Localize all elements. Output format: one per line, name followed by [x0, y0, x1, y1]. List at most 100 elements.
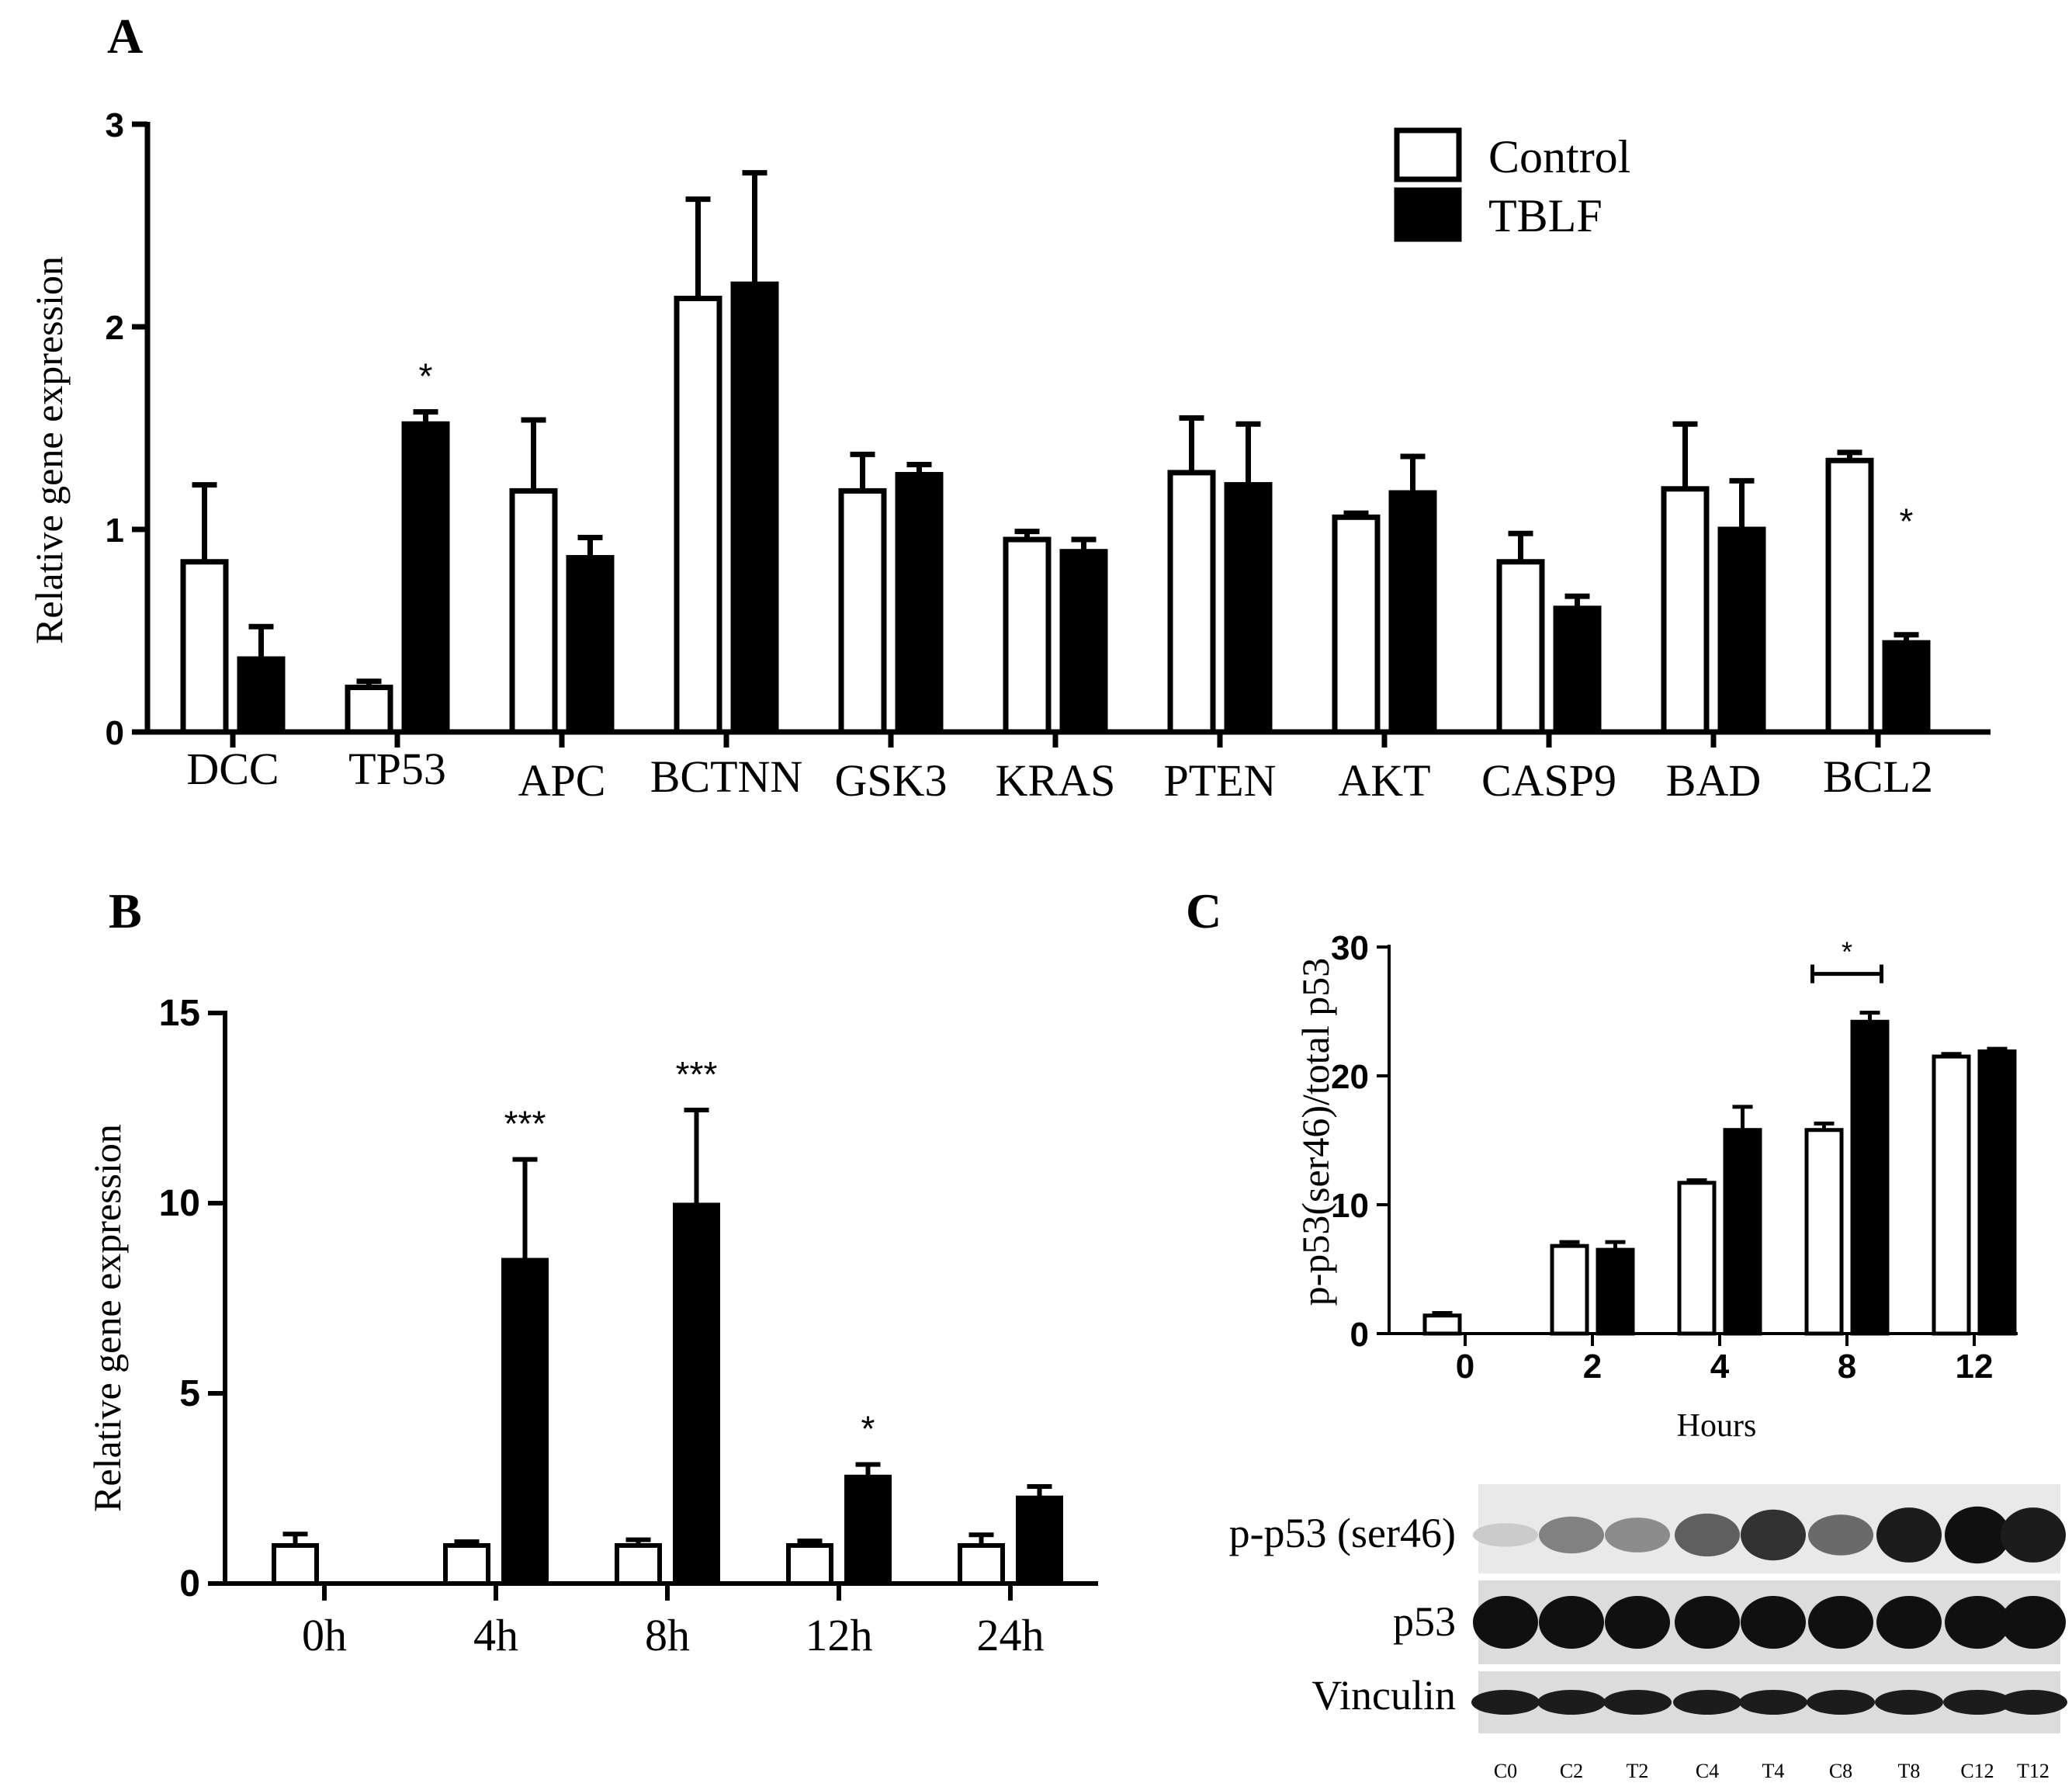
chart-c-xtick-label: 8: [1838, 1348, 1856, 1386]
blot-band-0-8: [2001, 1507, 2066, 1563]
chart-a-ytick-label: 2: [106, 309, 124, 347]
chart-b-bar-control-8h: [615, 1543, 662, 1586]
blot-band-0-7: [1945, 1506, 2010, 1564]
blot-label-vinculin: Vinculin: [1311, 1672, 1456, 1719]
blot-band-0-3: [1675, 1513, 1740, 1557]
chart-a-bar-tblf-dcc: [237, 656, 286, 735]
chart-a-bar-tblf-casp9: [1553, 605, 1602, 735]
chart-a-significance-label: *: [419, 356, 433, 397]
panel-a-letter: A: [107, 9, 143, 64]
chart-c-bar-control-12: [1932, 1054, 1971, 1336]
chart-c-xtick-label: 12: [1956, 1348, 1994, 1386]
blot-band-0-0: [1473, 1523, 1538, 1547]
blot-band-0-1: [1539, 1516, 1604, 1554]
chart-b-bar-control-0h: [272, 1543, 319, 1586]
blot-lane-label: C0: [1494, 1760, 1517, 1782]
blot-lane-label: T12: [2017, 1760, 2049, 1782]
chart-c-ytick-label: 30: [1331, 929, 1369, 967]
chart-a-ylabel: Relative gene expression: [27, 256, 71, 644]
chart-a-bar-control-dcc: [180, 559, 229, 735]
blot-band-1-1: [1539, 1596, 1604, 1649]
blot-band-1-2: [1605, 1596, 1670, 1649]
chart-c-bar-control-0: [1422, 1313, 1462, 1336]
blot-band-2-1: [1537, 1690, 1606, 1715]
chart-a-xtick-label: TP53: [348, 744, 446, 794]
chart-c-ytick-label: 0: [1350, 1316, 1369, 1354]
chart-c-bar-tblf-12: [1977, 1049, 2017, 1336]
chart-a-xtick-label: BAD: [1666, 755, 1761, 806]
chart-a-ytick-label: 0: [106, 714, 124, 752]
blot-band-2-6: [1875, 1690, 1943, 1715]
chart-a-xtick-label: PTEN: [1164, 755, 1277, 806]
chart-c-bar-tblf-8: [1850, 1019, 1890, 1336]
blot-band-0-4: [1741, 1509, 1806, 1561]
blot-band-1-5: [1808, 1596, 1873, 1649]
chart-b-ytick-label: 5: [179, 1373, 200, 1414]
legend-control-swatch: [1394, 127, 1462, 182]
legend-tblf-swatch: [1394, 187, 1462, 242]
blot-lane-label: C2: [1560, 1760, 1583, 1782]
chart-a-bar-control-tp53: [345, 685, 393, 735]
chart-b-xtick-label: 12h: [806, 1610, 873, 1660]
chart-b-ytick-label: 15: [159, 993, 200, 1034]
chart-b-xtick-label: 24h: [977, 1610, 1045, 1660]
chart-a-bar-tblf-tp53: [401, 421, 450, 735]
chart-c-xlabel: Hours: [1677, 1408, 1757, 1444]
chart-a-bar-control-bcl2: [1825, 457, 1874, 735]
chart-a-bar-tblf-bad: [1717, 526, 1766, 735]
blot-band-1-7: [1945, 1596, 2010, 1649]
chart-a-bar-tblf-gsk3: [895, 472, 944, 735]
chart-a-xtick-label: APC: [518, 755, 606, 806]
blot-band-1-8: [2001, 1596, 2066, 1649]
blot-band-1-6: [1876, 1596, 1942, 1649]
chart-c-bar-control-8: [1804, 1128, 1844, 1336]
blot-lane-label: C12: [1960, 1760, 1994, 1782]
chart-b-bar-control-4h: [443, 1543, 490, 1586]
chart-b-ytick-label: 0: [179, 1563, 200, 1604]
chart-a-xtick-label: CASP9: [1481, 755, 1616, 806]
chart-b-significance-label: ***: [504, 1104, 546, 1144]
chart-a-bar-tblf-bctnn: [730, 281, 779, 735]
chart-a-bar-control-bctnn: [674, 295, 722, 735]
blot-band-2-8: [1999, 1690, 2067, 1715]
chart-b-xtick-label: 8h: [645, 1610, 690, 1660]
panel-c-letter: C: [1186, 883, 1221, 938]
chart-b-ytick-label: 10: [159, 1183, 200, 1224]
chart-b-xtick-label: 0h: [302, 1610, 347, 1660]
chart-c-ytick-label: 20: [1331, 1058, 1369, 1096]
blot-lane-label: T2: [1627, 1760, 1649, 1782]
chart-c-xtick-label: 4: [1710, 1348, 1730, 1386]
blot-lane-label: C8: [1829, 1760, 1852, 1782]
chart-a-xtick-label: BCL2: [1823, 751, 1933, 802]
blot-band-0-6: [1876, 1507, 1942, 1563]
blot-band-1-0: [1473, 1596, 1538, 1649]
chart-a-bar-tblf-pten: [1224, 482, 1273, 735]
chart-c-bar-tblf-4: [1723, 1128, 1762, 1336]
chart-b-bar-tblf-24h: [1016, 1495, 1063, 1586]
chart-a-bar-control-casp9: [1496, 559, 1545, 735]
blot-band-2-3: [1673, 1690, 1741, 1715]
chart-c-ytick-label: 10: [1331, 1187, 1369, 1225]
blot-lane-label: T4: [1762, 1760, 1785, 1782]
chart-a-xtick-label: AKT: [1338, 755, 1430, 806]
chart-b: Relative gene expression 0 5 10 15 0h 4h 8h 12h…: [85, 993, 1098, 1660]
chart-a: Relative gene expression Control TBLF 0 1…: [27, 106, 1991, 806]
chart-a-bar-control-pten: [1167, 470, 1216, 735]
chart-a-bar-tblf-akt: [1388, 490, 1437, 735]
chart-c-xtick-label: 0: [1456, 1348, 1474, 1386]
chart-c-bar-control-4: [1677, 1181, 1717, 1336]
chart-a-xtick-label: DCC: [186, 744, 279, 794]
chart-c-significance-label: *: [1842, 936, 1852, 968]
chart-c-bar-tblf-2: [1596, 1247, 1635, 1336]
chart-c: p-p53(ser46)/total p53 Hours 0 10 20 30 0 2 4 8…: [1294, 929, 2018, 1444]
chart-a-bar-control-akt: [1332, 514, 1381, 735]
chart-a-xtick-label: GSK3: [834, 755, 947, 806]
blot-band-0-2: [1605, 1518, 1670, 1552]
blot-band-2-7: [1943, 1690, 2011, 1715]
chart-c-ylabel: p-p53(ser46)/total p53: [1294, 958, 1337, 1306]
legend-control-label: Control: [1488, 131, 1630, 182]
chart-a-bar-control-bad: [1661, 486, 1710, 735]
chart-a-bar-tblf-apc: [566, 555, 615, 735]
western-blot: p-p53 (ser46) p53 Vinculin C0 C2 T2 C4 T4 C8 T…: [1229, 1484, 2067, 1782]
